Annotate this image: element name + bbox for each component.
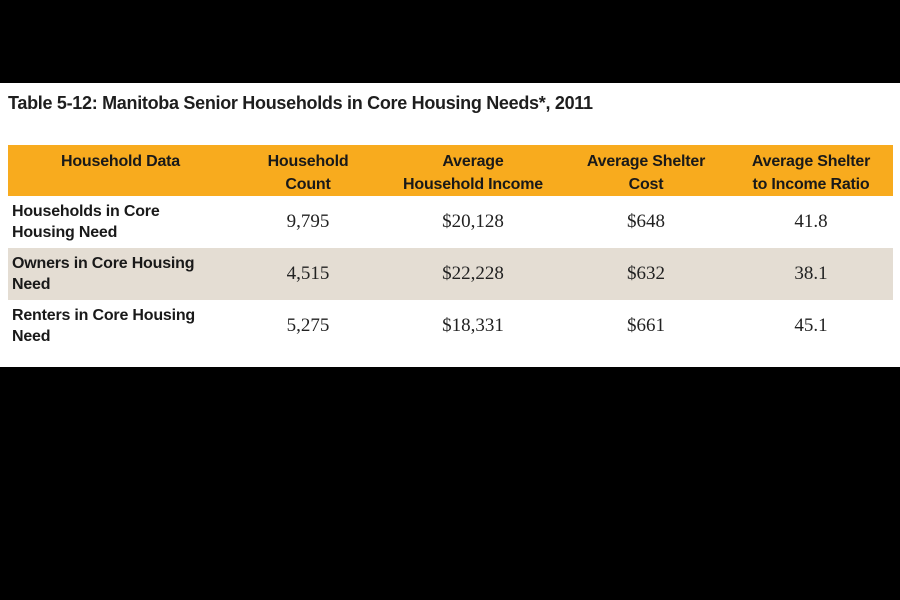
row-label-cell: Owners in Core Housing Need (8, 248, 233, 300)
average-income-cell: $22,228 (383, 248, 563, 300)
shelter-cost-cell: $648 (627, 211, 665, 232)
header-line: Cost (628, 176, 664, 193)
bottom-black-band (0, 367, 900, 600)
header-household-data: Household Data (8, 145, 233, 196)
household-count-cell: 9,795 (286, 211, 330, 232)
header-line: Average (442, 153, 504, 170)
header-average-shelter-cost: Average Shelter Cost (563, 145, 729, 196)
household-count-cell: 4,515 (233, 248, 383, 300)
table-row: Renters in Core Housing Need 5,275 $18,3… (8, 300, 893, 352)
header-average-household-income: Average Household Income (383, 145, 563, 196)
household-count-cell: 5,275 (286, 315, 330, 336)
table-row: Households in Core Housing Need 9,795 $2… (8, 196, 893, 248)
header-line: to Income Ratio (752, 176, 870, 193)
table-title: Table 5-12: Manitoba Senior Households i… (8, 93, 593, 113)
shelter-cost-cell: $661 (627, 315, 665, 336)
shelter-cost-cell: $632 (563, 248, 729, 300)
header-line: Average Shelter (751, 153, 871, 170)
row-label-cell: Households in Core Housing Need (12, 203, 160, 241)
page-content: Table 5-12: Manitoba Senior Households i… (0, 83, 900, 367)
row-label-cell: Renters in Core Housing Need (12, 307, 195, 345)
shelter-income-ratio-cell: 38.1 (729, 248, 893, 300)
table-row: Owners in Core Housing Need 4,515 $22,22… (8, 248, 893, 300)
header-household-count: Household Count (233, 145, 383, 196)
header-line: Average Shelter (586, 153, 706, 170)
shelter-income-ratio-cell: 41.8 (794, 211, 828, 232)
header-average-shelter-to-income-ratio: Average Shelter to Income Ratio (729, 145, 893, 196)
shelter-income-ratio-cell: 45.1 (794, 315, 828, 336)
top-black-band (0, 0, 900, 83)
header-line: Household Data (61, 153, 180, 170)
header-line: Household Income (403, 176, 543, 193)
average-income-cell: $20,128 (442, 211, 504, 232)
header-line: Household (267, 153, 349, 170)
table-header-row: Household Data Household Count Average H… (8, 145, 893, 196)
housing-needs-table: Household Data Household Count Average H… (8, 145, 893, 352)
average-income-cell: $18,331 (442, 315, 504, 336)
header-line: Count (285, 176, 331, 193)
